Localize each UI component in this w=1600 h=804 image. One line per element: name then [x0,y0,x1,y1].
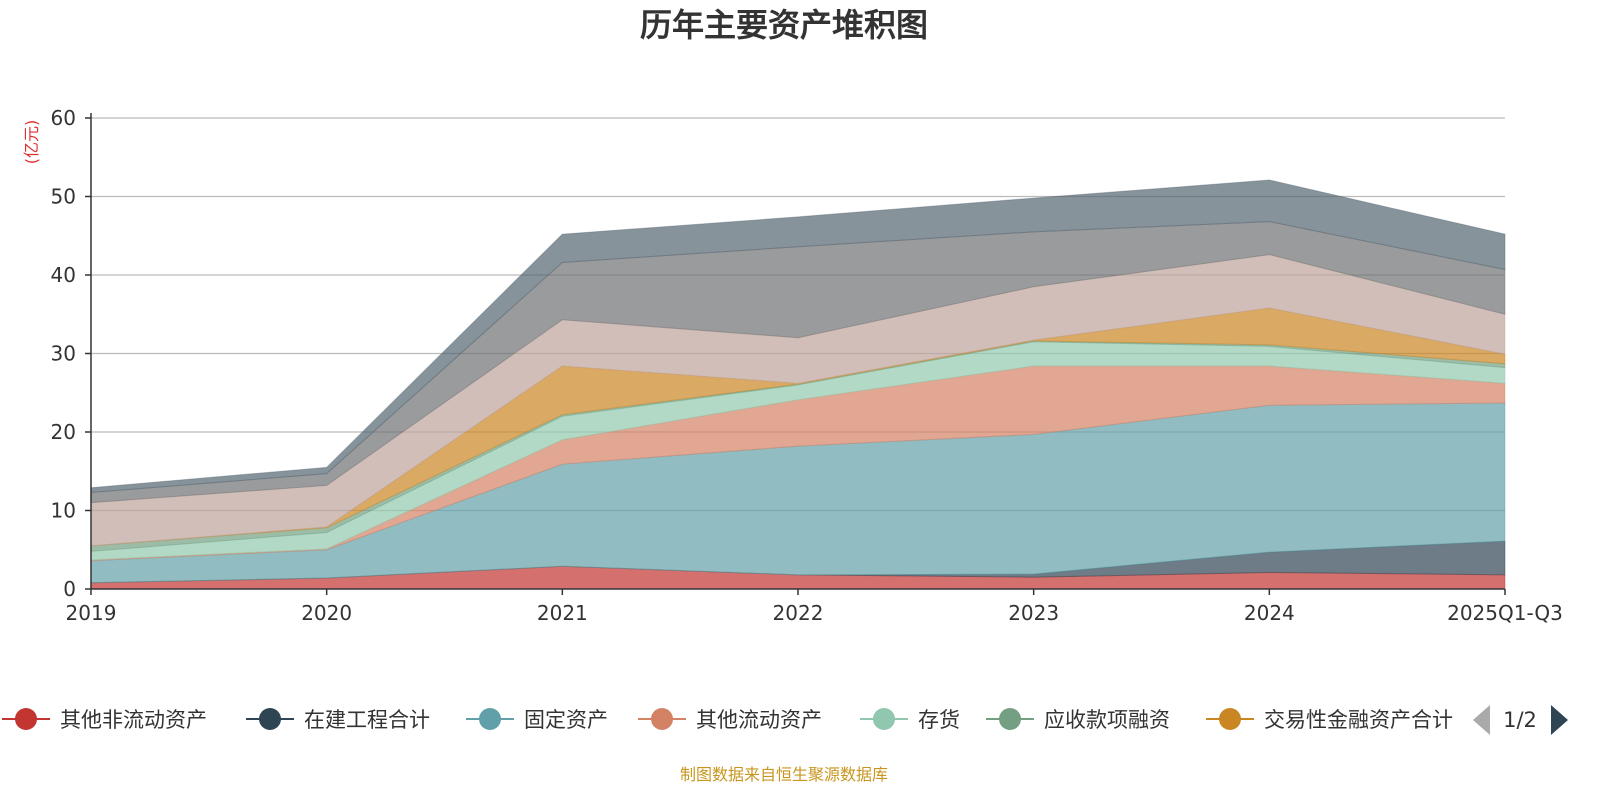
y-tick-label: 50 [51,185,76,209]
y-tick-label: 10 [51,499,76,523]
legend-label: 其他非流动资产 [60,708,207,732]
legend-marker-icon [15,708,37,730]
x-tick-label: 2019 [66,601,117,625]
legend-marker-icon [479,708,501,730]
y-tick-label: 60 [51,106,76,130]
legend-pager: 1/2 [1473,705,1568,735]
legend-item[interactable]: 存货 [860,708,960,732]
legend-item[interactable]: 在建工程合计 [246,708,430,732]
data-source-footer: 制图数据来自恒生聚源数据库 [680,765,888,784]
legend-marker-icon [1219,708,1241,730]
area-series-6 [90,307,1506,547]
legend-label: 在建工程合计 [304,708,430,732]
x-tick-label: 2021 [537,601,588,625]
area-series [90,179,1506,590]
chart-title: 历年主要资产堆积图 [640,6,928,44]
x-tick-label: 2025Q1-Q3 [1447,601,1563,625]
legend-item[interactable]: 交易性金融资产合计 [1206,708,1453,732]
y-tick-label: 30 [51,342,76,366]
y-tick-label: 0 [63,577,76,601]
legend-label: 应收款项融资 [1044,708,1170,732]
legend: 其他非流动资产 在建工程合计 固定资产 其他流动资产 存货 应收款项融资 交易性金融资产合计 [2,708,1453,732]
legend-next-arrow-icon[interactable] [1551,705,1568,735]
y-axis-unit-label: (亿元) [22,120,41,165]
legend-marker-icon [259,708,281,730]
area-series-7 [90,254,1506,547]
y-tick-label: 20 [51,420,76,444]
x-tick-label: 2023 [1008,601,1059,625]
legend-item[interactable]: 应收款项融资 [986,708,1170,732]
legend-item[interactable]: 其他流动资产 [638,708,822,732]
legend-page-indicator: 1/2 [1503,708,1537,732]
axes: 0 10 20 30 40 50 60 2019 2020 2021 2022 2023 2024 202… [51,106,1563,625]
legend-label: 交易性金融资产合计 [1264,708,1453,732]
x-tick-label: 2022 [773,601,824,625]
area-series-1 [90,540,1506,584]
legend-marker-icon [873,708,895,730]
legend-label: 其他流动资产 [696,708,822,732]
legend-item[interactable]: 固定资产 [466,708,608,732]
legend-marker-icon [999,708,1021,730]
legend-marker-icon [651,708,673,730]
x-tick-label: 2024 [1244,601,1295,625]
area-series-9 [90,179,1506,493]
x-tick-label: 2020 [301,601,352,625]
legend-item[interactable]: 其他非流动资产 [2,708,207,732]
y-tick-label: 40 [51,263,76,287]
legend-label: 存货 [918,708,960,732]
legend-prev-arrow-icon[interactable] [1473,705,1490,735]
legend-label: 固定资产 [524,708,608,732]
